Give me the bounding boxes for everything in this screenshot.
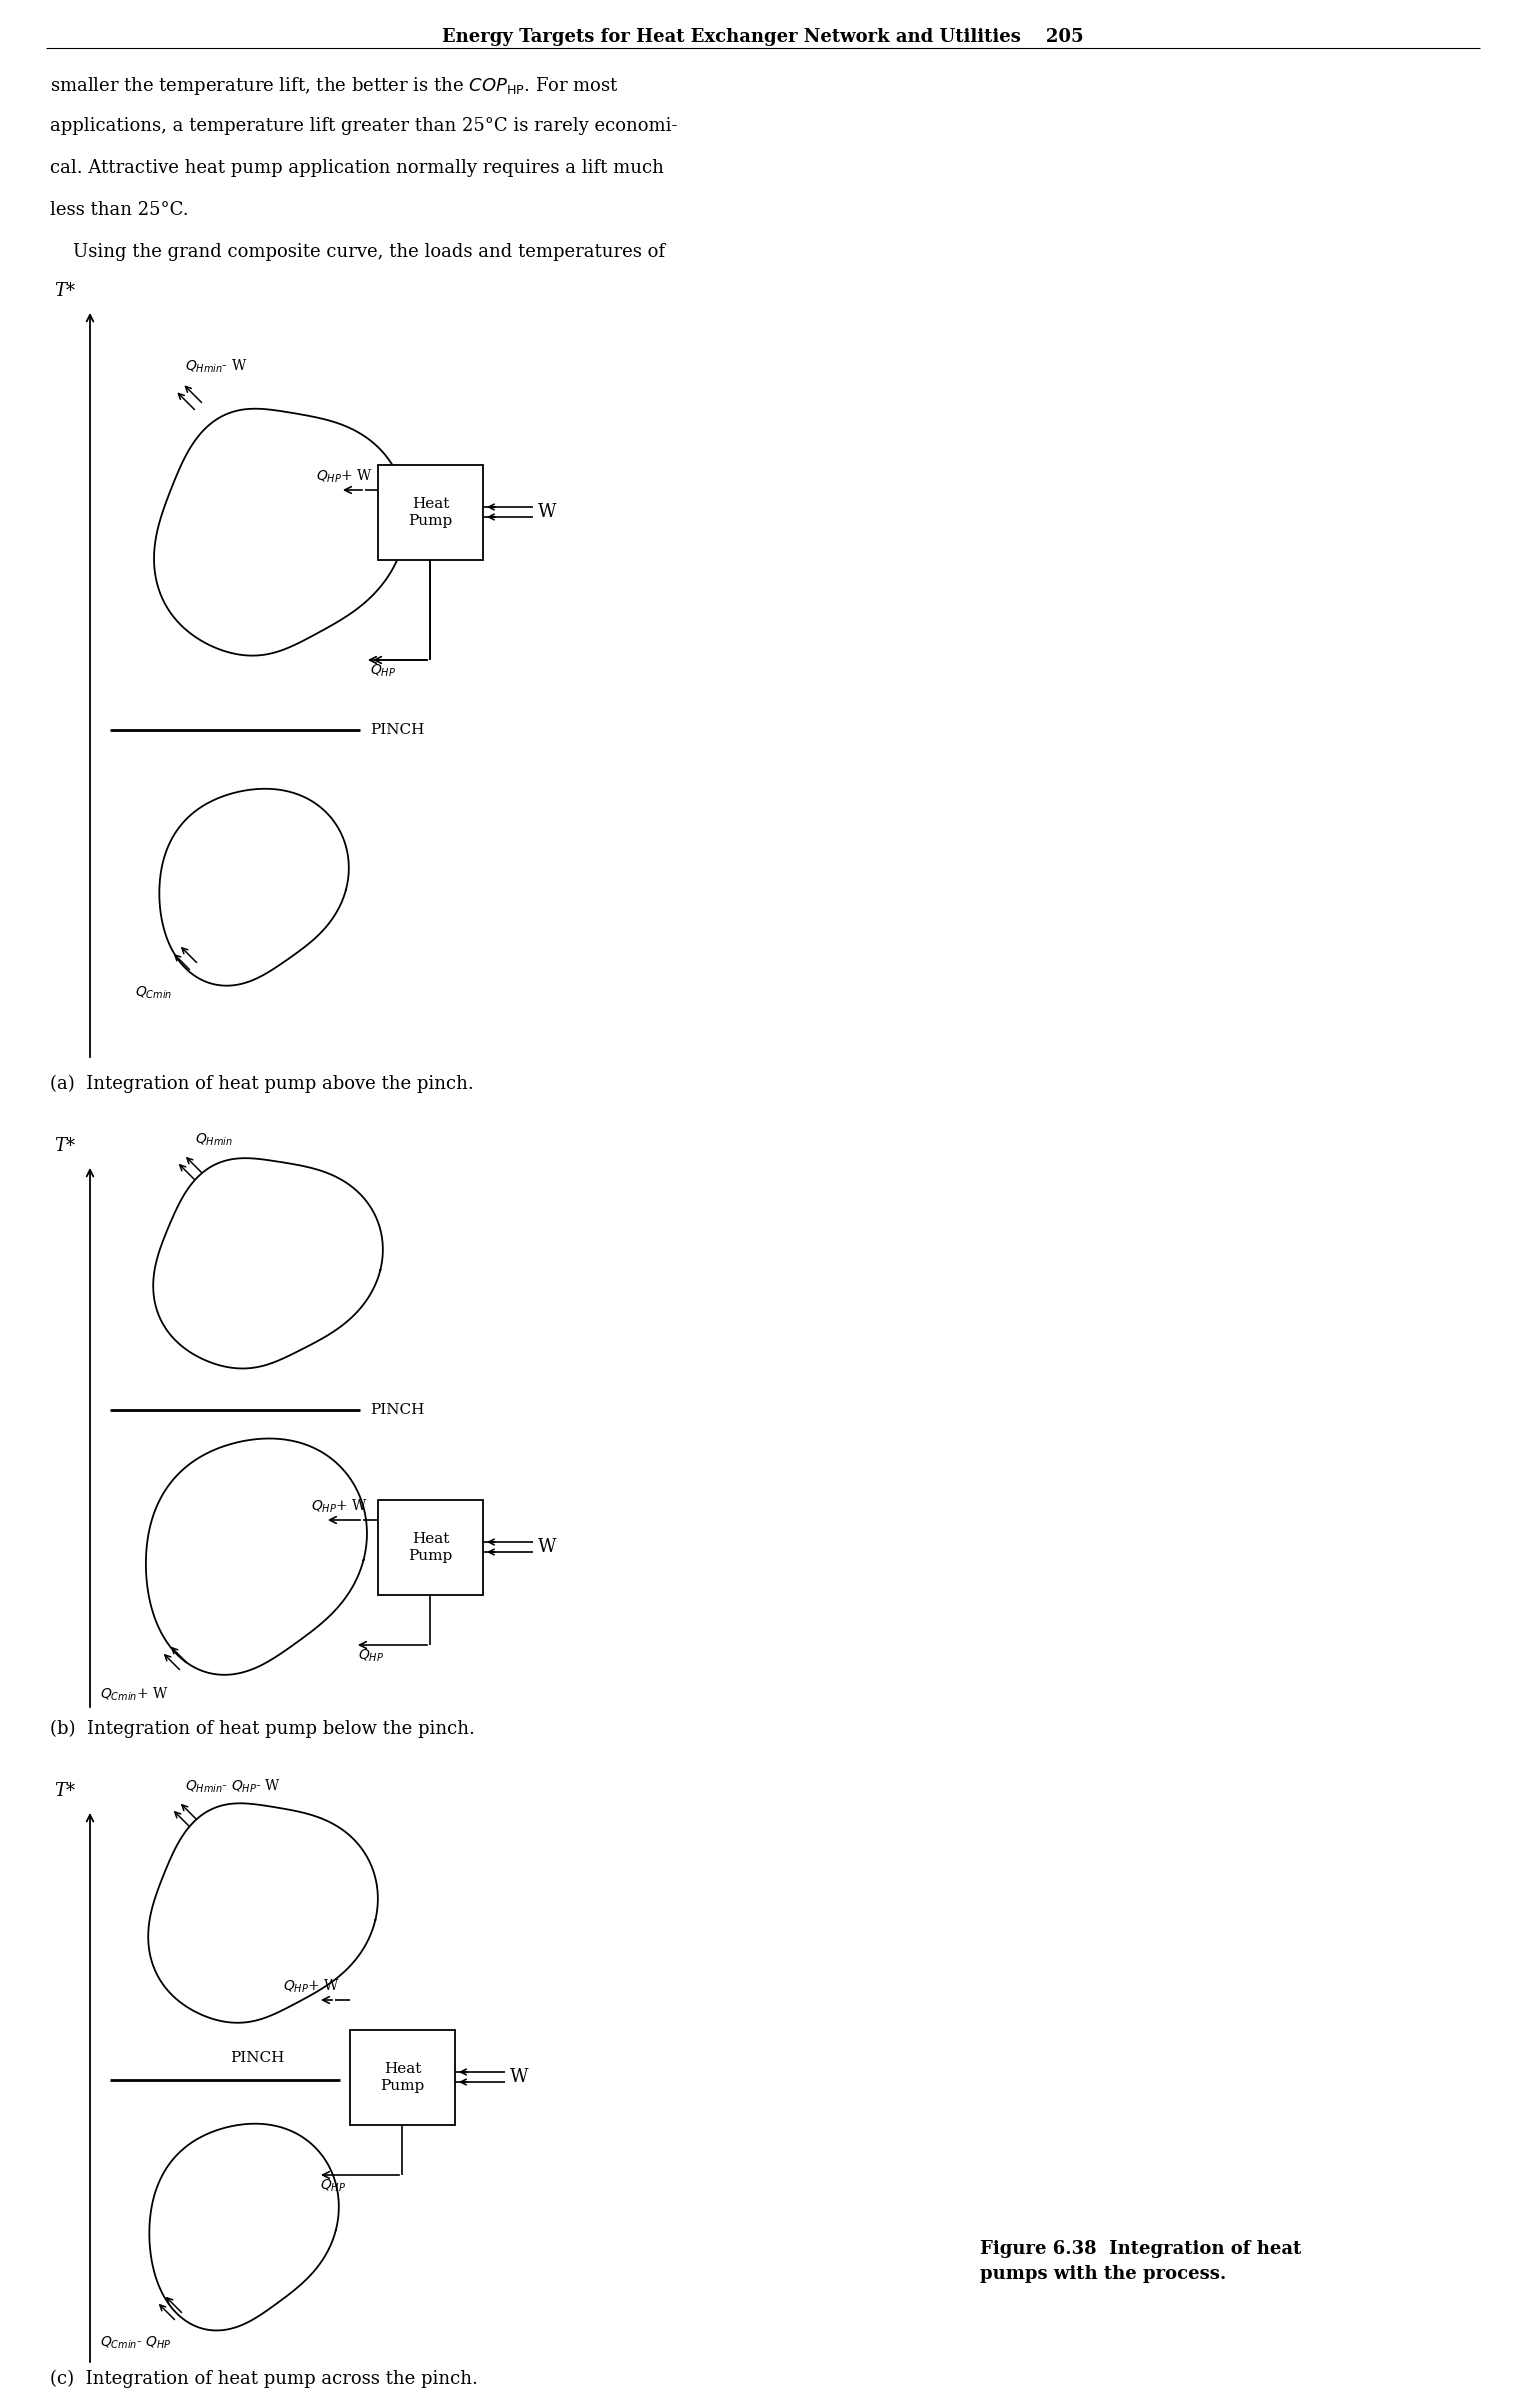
Text: Heat
Pump: Heat Pump	[409, 1533, 453, 1562]
Text: W: W	[539, 1538, 557, 1555]
Text: W: W	[539, 503, 557, 520]
Text: T*: T*	[53, 1781, 75, 1800]
Bar	[349, 2029, 455, 2125]
Text: PINCH: PINCH	[230, 2051, 284, 2065]
Text: T*: T*	[53, 1136, 75, 1155]
Text: $Q_{HP}$+ W: $Q_{HP}$+ W	[311, 1497, 368, 1516]
Text: cal. Attractive heat pump application normally requires a lift much: cal. Attractive heat pump application no…	[50, 159, 664, 178]
Text: PINCH: PINCH	[369, 1403, 424, 1418]
Text: PINCH: PINCH	[369, 722, 424, 737]
Text: T*: T*	[53, 282, 75, 301]
Text: $Q_{HP}$+ W: $Q_{HP}$+ W	[284, 1979, 340, 1995]
Text: applications, a temperature lift greater than 25°C is rarely economi-: applications, a temperature lift greater…	[50, 118, 678, 135]
Text: $Q_{Cmin}$: $Q_{Cmin}$	[134, 984, 172, 1001]
Text: $Q_{Hmin}$- W: $Q_{Hmin}$- W	[185, 359, 247, 375]
Text: smaller the temperature lift, the better is the $\mathit{COP}_{\mathrm{HP}}$. Fo: smaller the temperature lift, the better…	[50, 75, 620, 96]
Text: Figure 6.38  Integration of heat
pumps with the process.: Figure 6.38 Integration of heat pumps wi…	[980, 2241, 1302, 2282]
Text: (c)  Integration of heat pump across the pinch.: (c) Integration of heat pump across the …	[50, 2371, 478, 2388]
Text: $Q_{Cmin}$+ W: $Q_{Cmin}$+ W	[101, 1685, 169, 1704]
Text: (a)  Integration of heat pump above the pinch.: (a) Integration of heat pump above the p…	[50, 1076, 473, 1093]
Text: W: W	[510, 2068, 528, 2087]
Text: $Q_{HP}$: $Q_{HP}$	[369, 662, 397, 679]
Text: $Q_{Hmin}$: $Q_{Hmin}$	[195, 1131, 233, 1148]
Text: (b)  Integration of heat pump below the pinch.: (b) Integration of heat pump below the p…	[50, 1721, 475, 1738]
Text: $Q_{Hmin}$- $Q_{HP}$- W: $Q_{Hmin}$- $Q_{HP}$- W	[185, 1779, 281, 1796]
Text: Heat
Pump: Heat Pump	[380, 2063, 424, 2092]
Text: $Q_{HP}$: $Q_{HP}$	[359, 1649, 385, 1663]
Text: Heat
Pump: Heat Pump	[409, 498, 453, 527]
Bar	[378, 1500, 484, 1596]
Text: $Q_{HP}$+ W: $Q_{HP}$+ W	[316, 467, 372, 486]
Text: $Q_{Cmin}$- $Q_{HP}$: $Q_{Cmin}$- $Q_{HP}$	[101, 2335, 171, 2352]
Text: Using the grand composite curve, the loads and temperatures of: Using the grand composite curve, the loa…	[50, 243, 665, 260]
Bar	[378, 465, 484, 561]
Text: less than 25°C.: less than 25°C.	[50, 202, 189, 219]
Text: $Q_{HP}$: $Q_{HP}$	[320, 2178, 346, 2195]
Text: Energy Targets for Heat Exchanger Network and Utilities    205: Energy Targets for Heat Exchanger Networ…	[443, 29, 1083, 46]
